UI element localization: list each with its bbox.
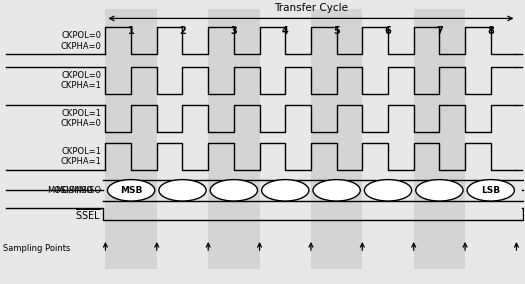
Bar [208, 9, 259, 269]
Text: MSB: MSB [120, 186, 142, 195]
Bar [106, 9, 157, 269]
Text: $\overline{\mathrm{SSEL}}$: $\overline{\mathrm{SSEL}}$ [75, 207, 101, 222]
Text: CKPOL=1
CKPHA=0: CKPOL=1 CKPHA=0 [60, 109, 101, 128]
Text: 8: 8 [487, 26, 494, 36]
Text: Transfer Cycle: Transfer Cycle [274, 3, 348, 13]
Ellipse shape [364, 179, 412, 201]
Text: Sampling Points: Sampling Points [3, 244, 71, 252]
Bar [311, 9, 362, 269]
Text: CKPOL=0
CKPHA=1: CKPOL=0 CKPHA=1 [60, 71, 101, 90]
Text: CKPOL=0
CKPHA=0: CKPOL=0 CKPHA=0 [60, 31, 101, 51]
Ellipse shape [159, 179, 206, 201]
Text: 5: 5 [333, 26, 340, 36]
Text: CKPOL=1
CKPHA=1: CKPOL=1 CKPHA=1 [60, 147, 101, 166]
Text: 1: 1 [128, 26, 134, 36]
Ellipse shape [416, 179, 463, 201]
Ellipse shape [313, 179, 360, 201]
Bar [414, 9, 465, 269]
Ellipse shape [467, 179, 514, 201]
Text: MOSI/MISO: MOSI/MISO [55, 186, 101, 195]
Text: MOSI/MISO—: MOSI/MISO— [47, 186, 101, 195]
Text: 7: 7 [436, 26, 443, 36]
Text: LSB: LSB [481, 186, 500, 195]
Text: 3: 3 [230, 26, 237, 36]
Ellipse shape [108, 179, 155, 201]
Text: 6: 6 [385, 26, 391, 36]
Text: 4: 4 [282, 26, 289, 36]
Ellipse shape [210, 179, 257, 201]
Ellipse shape [261, 179, 309, 201]
Text: 2: 2 [179, 26, 186, 36]
